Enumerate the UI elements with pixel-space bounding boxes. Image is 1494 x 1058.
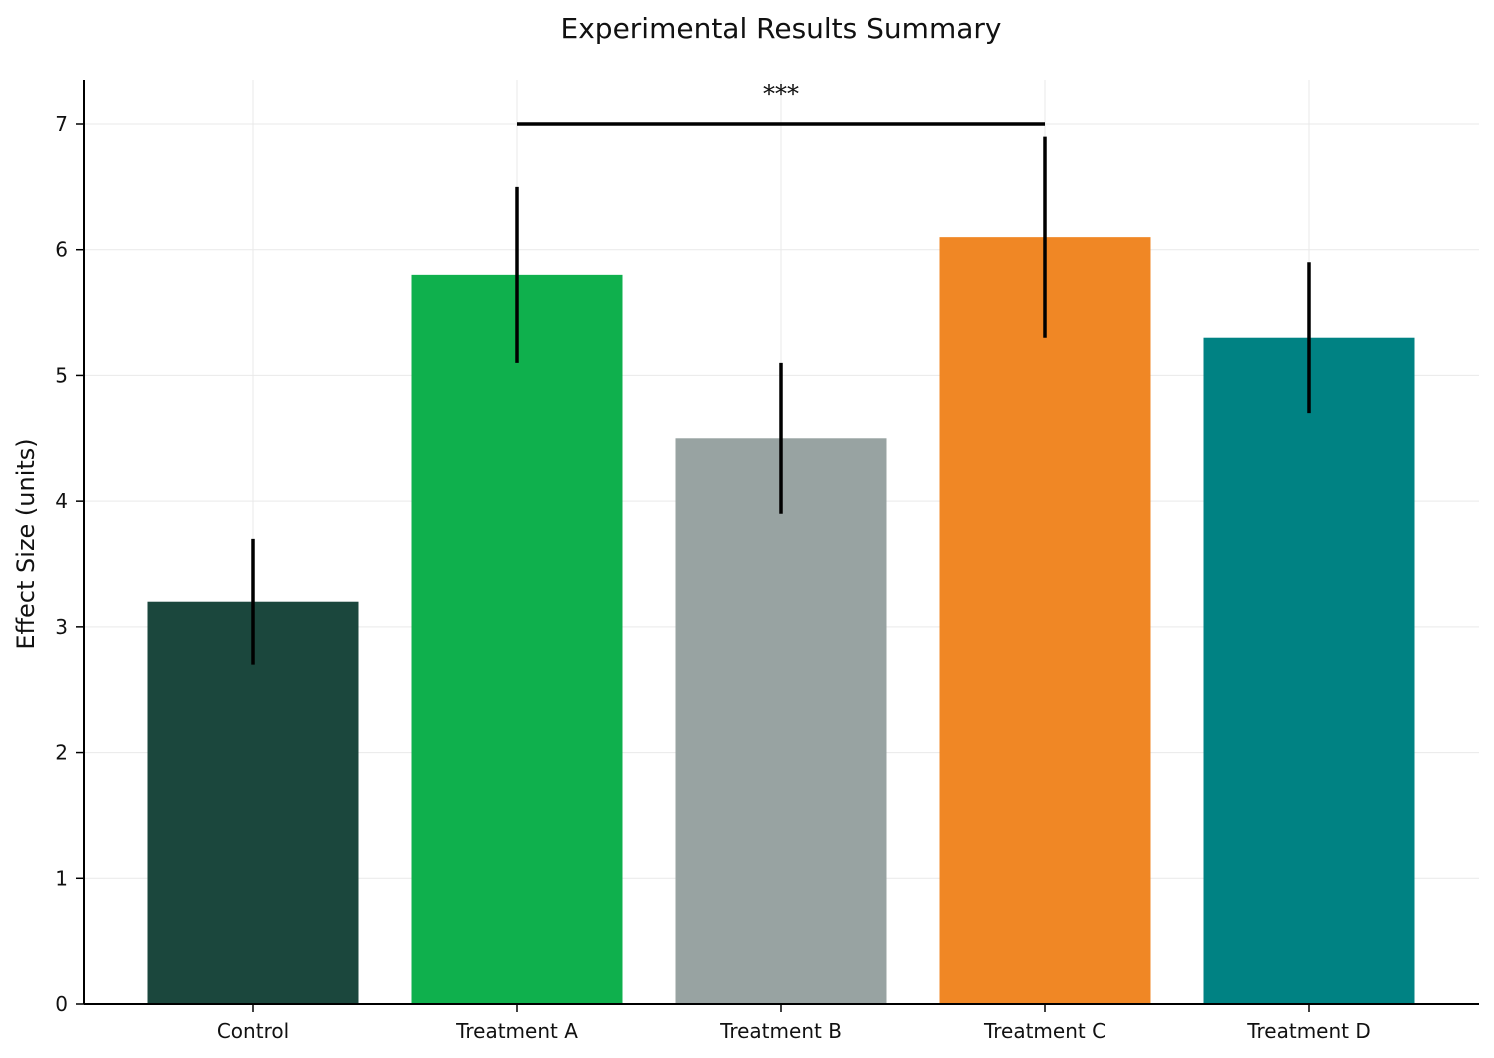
significance-label: *** xyxy=(763,80,799,108)
axes xyxy=(76,80,1479,1012)
y-tick-label: 1 xyxy=(55,866,68,890)
y-tick-label: 4 xyxy=(55,489,68,513)
bar-treatment-a xyxy=(411,274,623,1004)
tick-labels: 0 1 2 3 4 5 6 7 Control Treatment A Treatment B Tre… xyxy=(55,112,1371,1043)
y-tick-label: 3 xyxy=(55,615,68,639)
y-tick-label: 2 xyxy=(55,741,68,765)
chart-title: Experimental Results Summary xyxy=(561,12,1002,45)
y-tick-label: 0 xyxy=(55,992,68,1016)
significance-annotation: *** xyxy=(517,80,1045,126)
x-tick-label: Treatment D xyxy=(1246,1019,1371,1043)
bar-treatment-d xyxy=(1203,337,1415,1004)
y-tick-label: 6 xyxy=(55,238,68,262)
bar-treatment-c xyxy=(939,237,1151,1005)
x-tick-label: Control xyxy=(217,1019,289,1043)
y-tick-label: 7 xyxy=(55,112,68,136)
x-tick-label: Treatment C xyxy=(983,1019,1106,1043)
x-tick-label: Treatment B xyxy=(719,1019,842,1043)
error-bars xyxy=(251,136,1311,665)
bars xyxy=(147,237,1415,1005)
x-tick-label: Treatment A xyxy=(455,1019,578,1043)
bar-treatment-b xyxy=(675,438,887,1004)
y-tick-label: 5 xyxy=(55,363,68,387)
bar-control xyxy=(147,601,359,1004)
y-axis-label: Effect Size (units) xyxy=(12,438,40,649)
